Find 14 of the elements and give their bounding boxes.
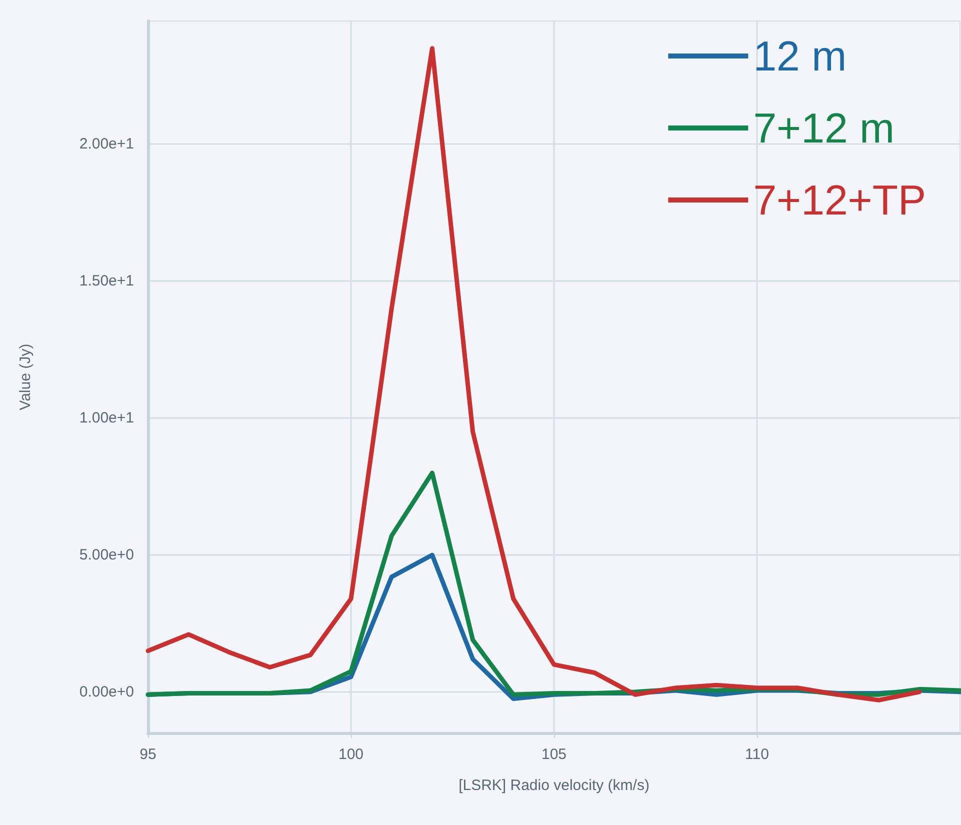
- x-tick-label: 95: [140, 746, 156, 763]
- x-tick-label: 100: [338, 746, 364, 763]
- legend-label: 12 m: [753, 32, 847, 80]
- x-tick-label: 110: [745, 746, 769, 763]
- y-tick-label: 5.00e+0: [79, 546, 134, 564]
- y-axis-title: Value (Jy): [17, 344, 34, 410]
- legend-label: 7+12+TP: [753, 176, 926, 224]
- x-axis-title: [LSRK] Radio velocity (km/s): [458, 777, 650, 794]
- x-tick-label: 105: [541, 746, 567, 763]
- y-tick-label: 2.00e+1: [79, 136, 134, 153]
- y-tick-label: 1.50e+1: [79, 272, 134, 290]
- y-tick-label: 0.00e+0: [79, 683, 134, 700]
- legend-label: 7+12 m: [753, 104, 894, 152]
- y-tick-label: 1.00e+1: [79, 410, 134, 427]
